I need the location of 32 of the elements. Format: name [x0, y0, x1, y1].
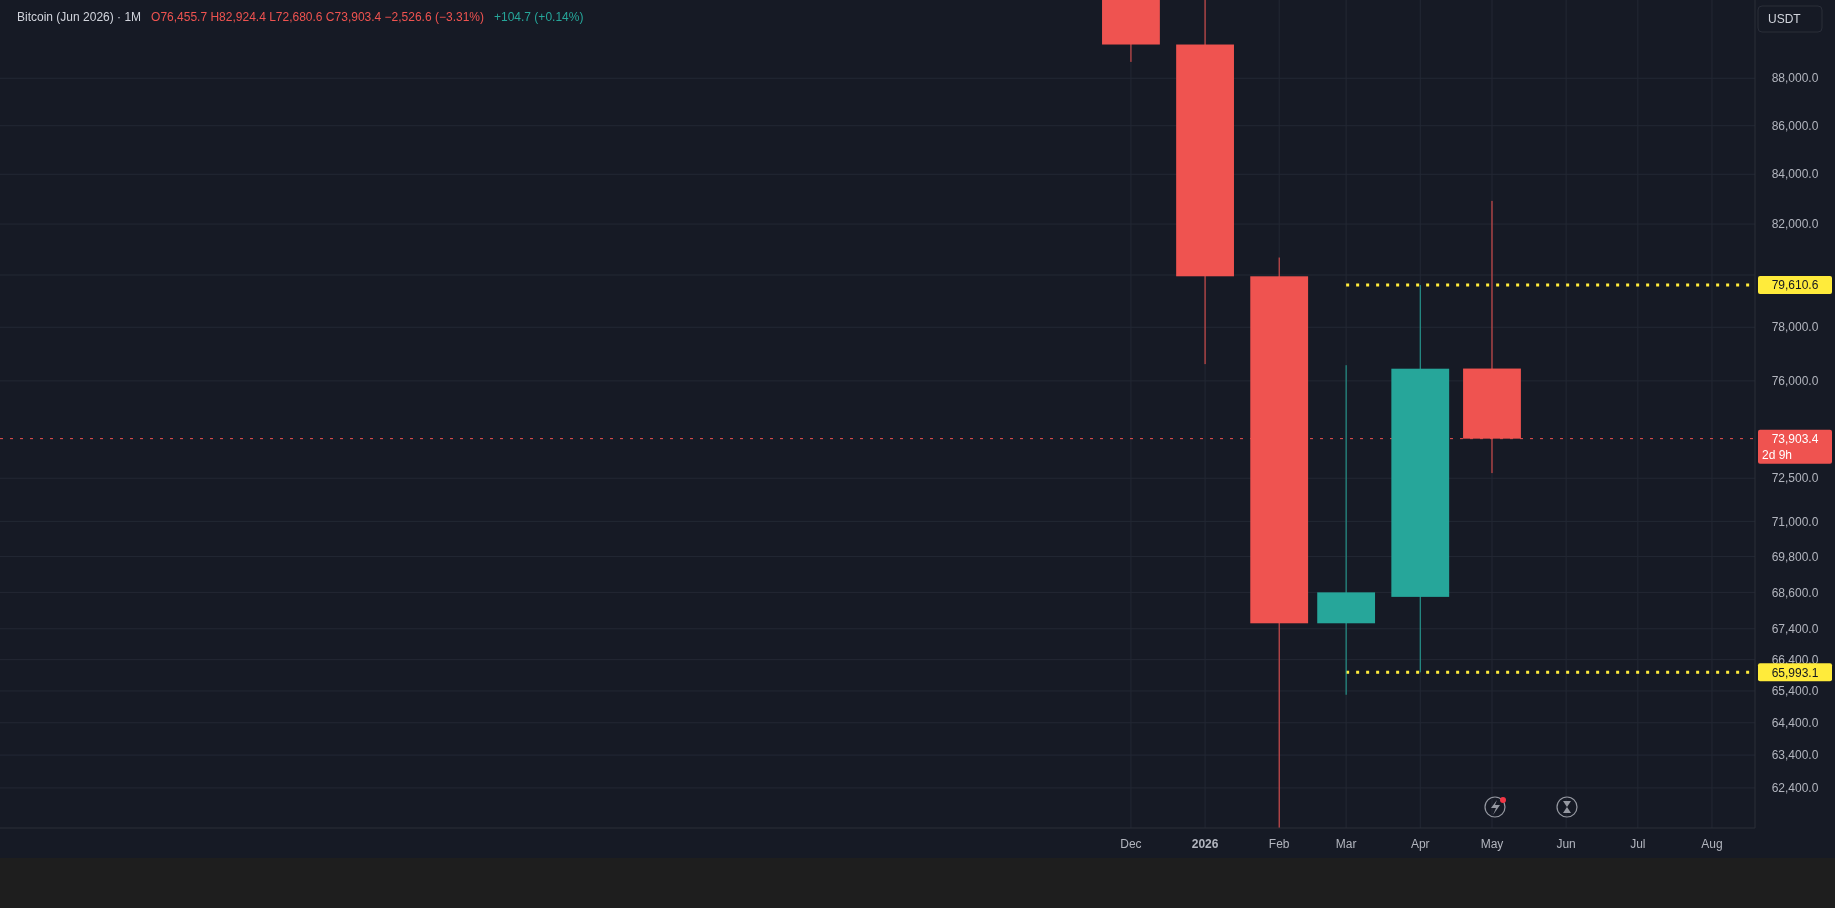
text: Bitcoin (Jun 2026) · 1M — [17, 10, 142, 25]
ref-line-label: 65,993.1 — [1771, 665, 1819, 680]
y-tick-label: 62,400.0 — [1771, 781, 1819, 796]
text: 2d 9h — [1762, 447, 1793, 462]
y-tick-label: 82,000.0 — [1771, 217, 1819, 232]
y-tick-label: 86,000.0 — [1771, 118, 1819, 133]
x-tick-label: 2026 — [1191, 837, 1219, 851]
x-tick-label: Jul — [1630, 837, 1646, 851]
y-axis-title: USDT — [1768, 12, 1802, 27]
x-tick-label: Dec — [1120, 837, 1142, 851]
x-tick-label: Aug — [1701, 837, 1723, 851]
ref-line-label: 79,610.6 — [1771, 278, 1819, 293]
y-tick-label: 72,500.0 — [1771, 471, 1819, 486]
x-tick-label: Feb — [1268, 837, 1290, 851]
y-tick-label: 64,400.0 — [1771, 715, 1819, 730]
ref-line-label: 73,903.4 — [1771, 431, 1819, 446]
y-tick-label: 67,400.0 — [1771, 622, 1819, 636]
y-tick-label: 84,000.0 — [1771, 167, 1819, 182]
y-tick-label: 78,000.0 — [1771, 320, 1819, 335]
text: O76,455.7 H82,924.4 L72,680.6 C73,903.4 −2,526.6 (−3.31%) — [151, 10, 484, 25]
y-tick-label: 63,400.0 — [1771, 748, 1819, 763]
x-tick-label: Jun — [1556, 837, 1576, 851]
x-tick-label: Apr — [1410, 837, 1430, 851]
x-tick-label: May — [1480, 837, 1504, 851]
y-tick-label: 65,400.0 — [1771, 684, 1819, 699]
y-tick-label: 68,600.0 — [1771, 585, 1819, 600]
y-tick-label: 88,000.0 — [1771, 71, 1819, 86]
annotation: +104.7 (+0.14%) — [494, 10, 584, 25]
x-tick-label: Mar — [1335, 837, 1357, 851]
y-tick-label: 76,000.0 — [1771, 374, 1819, 389]
y-tick-label: 71,000.0 — [1771, 514, 1819, 529]
y-tick-label: 69,800.0 — [1771, 549, 1819, 564]
